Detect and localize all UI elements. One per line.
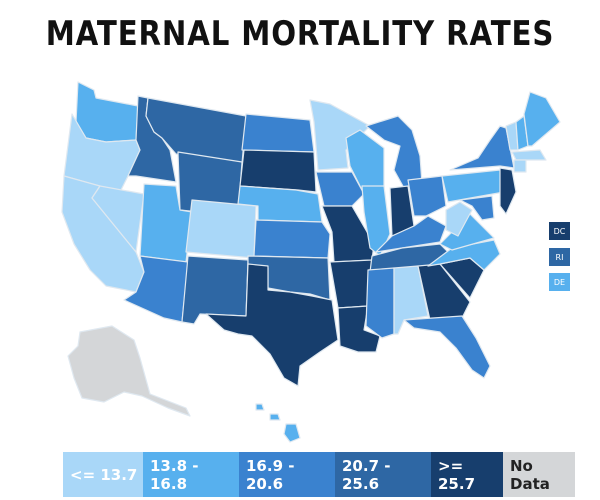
state-hi[interactable]	[255, 403, 265, 411]
color-legend: <= 13.7 13.8 - 16.8 16.9 - 20.6 20.7 - 2…	[63, 452, 575, 497]
state-wv[interactable]	[445, 201, 473, 237]
state-nm[interactable]	[181, 255, 249, 325]
small-state-box-dc: DC	[549, 222, 570, 240]
state-tx[interactable]	[205, 263, 339, 387]
state-mn[interactable]	[309, 99, 371, 171]
us-choropleth-map	[61, 81, 561, 443]
state-nd[interactable]	[241, 113, 315, 153]
state-ny[interactable]	[449, 125, 515, 171]
state-hi-big-island[interactable]	[283, 423, 301, 443]
legend-item-bin4: 20.7 - 25.6	[335, 452, 431, 497]
state-co[interactable]	[185, 199, 257, 259]
state-oh[interactable]	[407, 175, 447, 217]
state-ct[interactable]	[513, 159, 527, 173]
small-state-box-de: DE	[549, 273, 570, 291]
state-ak[interactable]	[67, 325, 191, 417]
legend-item-bin2: 13.8 - 16.8	[143, 452, 239, 497]
state-me[interactable]	[523, 91, 561, 147]
state-pa[interactable]	[441, 169, 505, 203]
state-ia[interactable]	[315, 171, 365, 207]
legend-item-bin3: 16.9 - 20.6	[239, 452, 335, 497]
state-hi-maui[interactable]	[269, 413, 281, 421]
state-md[interactable]	[459, 195, 495, 221]
state-ar[interactable]	[329, 259, 373, 309]
state-ms[interactable]	[365, 267, 395, 339]
state-fl[interactable]	[403, 315, 491, 379]
legend-item-bin1: <= 13.7	[63, 452, 143, 497]
legend-item-nodata: No Data	[503, 452, 575, 497]
legend-item-bin5: >= 25.7	[431, 452, 503, 497]
state-nj[interactable]	[499, 167, 517, 215]
small-state-box-ri: RI	[549, 248, 570, 266]
state-ks[interactable]	[253, 219, 331, 259]
map-title: MATERNAL MORTALITY RATES	[45, 14, 555, 54]
state-wa[interactable]	[75, 81, 139, 143]
state-ma[interactable]	[511, 149, 547, 161]
state-nv[interactable]	[91, 185, 145, 253]
state-sd[interactable]	[239, 149, 317, 193]
